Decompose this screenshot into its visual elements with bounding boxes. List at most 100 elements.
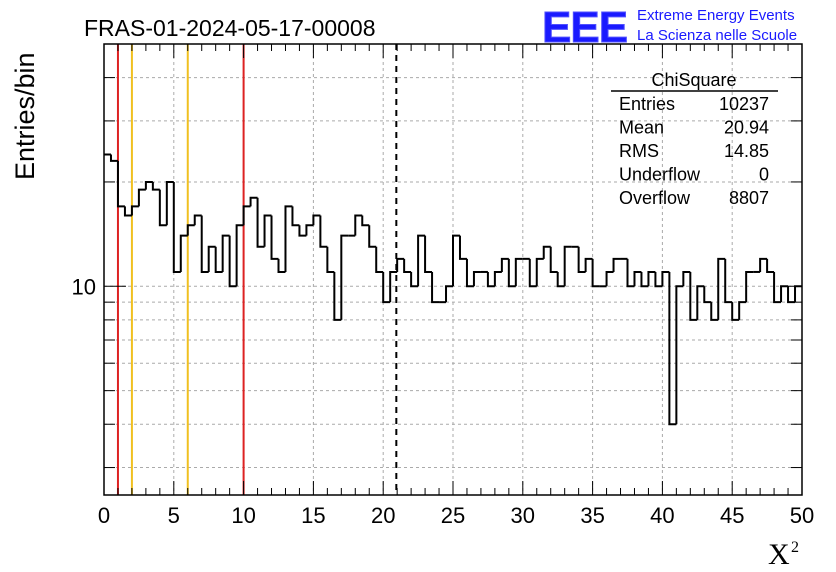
stats-box: ChiSquare Entries 10237 Mean 20.94 RMS 14.85 U… — [611, 70, 778, 208]
histogram-bin — [535, 257, 544, 287]
stats-box-title: ChiSquare — [651, 70, 736, 90]
histogram-bin — [263, 214, 272, 247]
histogram-bin — [445, 285, 453, 303]
stats-label: RMS — [619, 141, 659, 161]
histogram-bin — [144, 180, 153, 190]
x-axis-title-main: X — [768, 538, 790, 571]
histogram-bin — [486, 271, 495, 288]
stats-label: Overflow — [619, 188, 691, 208]
histogram-bin — [312, 214, 321, 226]
histogram-bin — [528, 258, 537, 288]
histogram-bin — [493, 270, 502, 287]
histogram-bin — [787, 286, 796, 304]
x-axis-title: X 2 — [768, 538, 799, 571]
histogram-bin — [549, 246, 558, 273]
histogram-bin — [724, 258, 733, 304]
axes: 0 5 10 15 20 25 30 35 40 45 50 10 — [72, 43, 814, 528]
x-tick-label: 25 — [441, 503, 465, 528]
histogram-bin — [766, 258, 775, 273]
histogram-bin — [214, 246, 223, 273]
histogram-bin — [640, 271, 649, 288]
histogram-bin — [745, 270, 754, 303]
histogram-bin — [689, 271, 698, 321]
histogram-bin — [773, 271, 782, 304]
histogram-bin — [710, 302, 719, 321]
histogram-bin — [780, 285, 789, 303]
histogram-bin — [417, 234, 426, 287]
histogram-bin — [591, 258, 600, 288]
histogram-bin — [654, 271, 663, 288]
histogram-bin — [403, 258, 412, 273]
histogram-bin — [284, 205, 293, 272]
histogram-bin — [165, 180, 174, 226]
y-axis-title: Entries/bin — [10, 52, 40, 180]
stats-label: Mean — [619, 118, 664, 138]
histogram-bin — [375, 246, 384, 273]
histogram-bin — [368, 225, 377, 248]
histogram-bin — [221, 234, 230, 272]
histogram-bin — [249, 196, 258, 207]
histogram-bin — [605, 270, 614, 287]
reference-lines — [116, 44, 398, 495]
histogram-bin — [256, 197, 265, 248]
histogram-bin — [382, 271, 391, 304]
histogram-bin — [340, 234, 349, 320]
histogram-bin — [424, 235, 433, 273]
eee-logo-line2: La Scienza nelle Scuole — [637, 27, 797, 44]
histogram-bin — [137, 188, 146, 207]
x-tick-label: 30 — [511, 503, 535, 528]
histogram-bin — [794, 285, 802, 303]
histogram-bin — [682, 270, 691, 287]
histogram-bin — [277, 258, 286, 273]
histogram-bin — [759, 257, 768, 272]
stats-box-rows: Entries 10237 Mean 20.94 RMS 14.85 Underflow 0 O… — [619, 94, 769, 208]
histogram-bin — [465, 258, 474, 288]
grid — [104, 44, 802, 495]
histogram-bin — [326, 246, 335, 273]
histogram-bin — [200, 215, 209, 273]
histogram-bin — [130, 205, 139, 216]
eee-logo: EEE Extreme Energy Events La Scienza nel… — [542, 3, 798, 53]
histogram-bin — [361, 215, 370, 227]
eee-logo-line1: Extreme Energy Events — [637, 7, 795, 24]
x-tick-label: 5 — [168, 503, 180, 528]
y-tick-label: 10 — [72, 274, 96, 299]
histogram-bin — [542, 245, 551, 259]
histogram-bin — [333, 271, 342, 321]
plot-frame — [103, 43, 803, 496]
histogram-bin — [584, 257, 593, 272]
histogram-bin — [696, 285, 705, 320]
x-tick-label: 15 — [301, 503, 325, 528]
histogram-bin — [389, 270, 398, 303]
histogram-bin — [563, 245, 572, 287]
stats-value: 8807 — [729, 188, 769, 208]
stats-value: 20.94 — [724, 118, 769, 138]
histogram-bin — [193, 214, 202, 226]
histogram-bin — [703, 286, 712, 304]
histogram-bin — [717, 257, 726, 320]
histogram-bin — [151, 181, 160, 191]
x-tick-label: 0 — [98, 503, 110, 528]
histogram-bin — [626, 258, 635, 288]
histogram-bin — [228, 235, 237, 288]
x-tick-label: 45 — [720, 503, 744, 528]
histogram-bin — [242, 205, 251, 226]
histogram-bin — [270, 215, 279, 260]
histogram-bin — [452, 234, 460, 287]
x-tick-label: 20 — [371, 503, 395, 528]
chart-title: FRAS-01-2024-05-17-00008 — [84, 15, 376, 41]
histogram-bin — [186, 224, 195, 236]
histogram-bin — [612, 257, 621, 272]
stats-value: 14.85 — [724, 141, 769, 161]
histogram-bin — [731, 302, 740, 321]
x-tick-label: 10 — [231, 503, 255, 528]
histogram-bin — [647, 270, 656, 287]
histogram-bin — [556, 271, 565, 288]
stats-label: Underflow — [619, 165, 701, 185]
histogram-bin — [633, 270, 642, 287]
histogram-bin — [431, 271, 440, 304]
histogram-bin — [354, 214, 363, 236]
histogram-bin — [661, 270, 670, 287]
histogram-bin — [123, 206, 132, 217]
